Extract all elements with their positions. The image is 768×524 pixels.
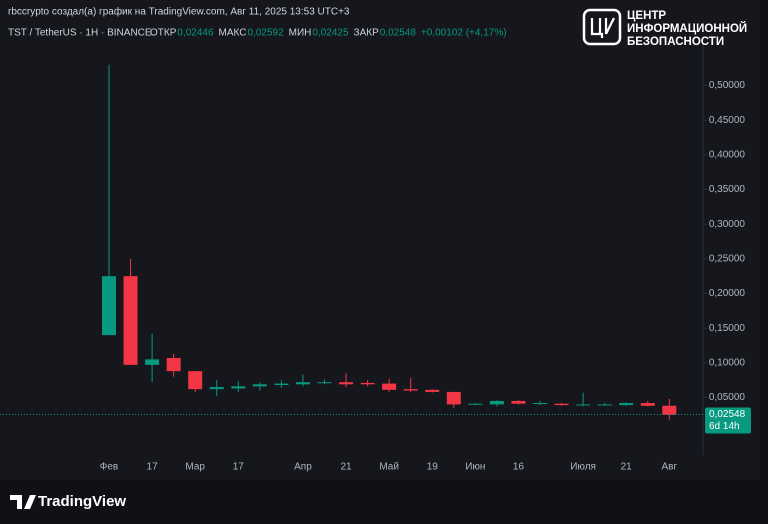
candle-body — [576, 404, 591, 406]
x-tick-label: Фев — [100, 462, 118, 473]
candle-body — [662, 405, 677, 415]
x-tick-label: Авг — [661, 462, 677, 473]
candle-body — [317, 382, 332, 384]
candle-body — [554, 403, 569, 406]
candle-body — [533, 403, 547, 405]
x-tick-label: Апр — [294, 462, 312, 473]
x-tick-label: 16 — [513, 462, 525, 473]
candle-body — [339, 382, 354, 385]
y-tick-label: 0,15000 — [709, 323, 746, 334]
candle-body — [102, 276, 116, 336]
legend-text: МИН — [289, 28, 312, 39]
candle-body — [188, 371, 203, 390]
candle-body — [209, 387, 224, 390]
candle-body — [619, 403, 634, 406]
legend-text: 0,02592 — [247, 28, 284, 39]
header: rbccrypto создал(а) график на TradingVie… — [8, 6, 350, 18]
legend-text: 0,02446 — [177, 28, 214, 39]
price-tag-value: 0,02548 — [709, 409, 746, 420]
legend-text: ЗАКР — [354, 28, 380, 39]
logo-text: БЕЗОПАСНОСТИ — [627, 36, 724, 48]
legend-text: 0,02425 — [312, 28, 349, 39]
candle-body — [511, 400, 526, 404]
y-tick-label: 0,50000 — [709, 80, 746, 91]
y-tick-label: 0,35000 — [709, 184, 746, 195]
x-tick-label: 17 — [233, 462, 245, 473]
y-tick-label: 0,40000 — [709, 150, 746, 161]
candle-body — [360, 382, 375, 385]
legend-text: ОТКР — [150, 28, 177, 39]
candle-body — [425, 389, 440, 392]
price-tag — [705, 407, 751, 434]
symbol: TST / TetherUS · 1H · BINANCE — [8, 28, 152, 39]
candle-body — [274, 383, 289, 385]
logo-text: ЦЕНТР — [627, 10, 666, 22]
x-tick-label: 19 — [427, 462, 439, 473]
ohlc-legend: ОТКР 0,02446 МАКС 0,02592 МИН 0,02425 ЗАКР 0,02… — [150, 28, 507, 39]
x-tick-label: 21 — [340, 462, 352, 473]
candle-body — [123, 276, 138, 365]
y-tick-label: 0,45000 — [709, 115, 746, 126]
y-tick-label: 0,20000 — [709, 288, 746, 299]
candle-body — [489, 400, 504, 405]
price-tag-countdown: 6d 14h — [709, 421, 740, 432]
x-tick-label: Июн — [465, 462, 485, 473]
y-tick-label: 0,05000 — [709, 392, 746, 403]
legend-text: МАКС — [219, 28, 247, 39]
tv-logo — [10, 495, 36, 509]
candle-body — [640, 403, 655, 406]
y-tick-label: 0,25000 — [709, 253, 746, 264]
candle-body — [231, 386, 246, 389]
footer: TradingView — [38, 493, 126, 510]
legend-text: 0,02548 — [380, 28, 417, 39]
x-tick-label: 21 — [621, 462, 633, 473]
candle-body — [468, 403, 483, 405]
logo-frame — [582, 8, 622, 46]
chart-panel — [0, 0, 760, 480]
logo-icon — [582, 8, 622, 46]
x-tick-label: Май — [379, 462, 399, 473]
logo-text: ИНФОРМАЦИОННОЙ — [627, 22, 747, 35]
candle-body — [145, 359, 160, 365]
x-tick-label: Июля — [570, 462, 596, 473]
candle-body — [295, 382, 310, 385]
candle-body — [403, 389, 418, 391]
candle-body — [166, 357, 181, 372]
legend-text: +0,00102 (+4,17%) — [421, 28, 507, 39]
candle-body — [252, 384, 267, 387]
candle-body — [597, 404, 612, 406]
x-tick-label: 17 — [147, 462, 159, 473]
x-tick-label: Мар — [185, 462, 205, 473]
logo-glyph — [590, 17, 615, 38]
y-tick-label: 0,10000 — [709, 357, 746, 368]
y-tick-label: 0,30000 — [709, 219, 746, 230]
candle-body — [446, 391, 461, 405]
candle-body — [382, 383, 397, 390]
